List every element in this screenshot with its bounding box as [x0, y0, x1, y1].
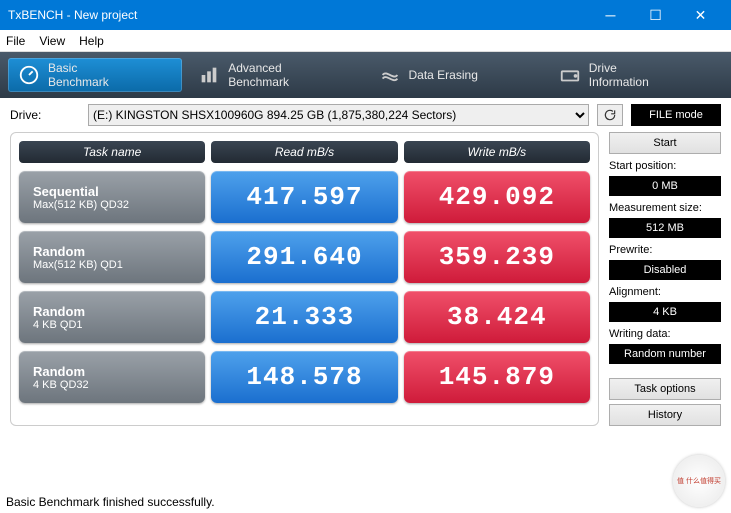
- drive-label: Drive:: [10, 108, 80, 122]
- gauge-icon: [18, 64, 40, 86]
- reload-icon: [603, 108, 617, 122]
- read-cell: 148.578: [211, 351, 397, 403]
- task-options-button[interactable]: Task options: [609, 378, 721, 400]
- status-bar: Basic Benchmark finished successfully.: [6, 495, 215, 509]
- results-panel: Task name Read mB/s Write mB/s Sequentia…: [10, 132, 599, 426]
- maximize-button[interactable]: ☐: [633, 0, 678, 30]
- write-cell: 359.239: [404, 231, 590, 283]
- task-cell: Random4 KB QD1: [19, 291, 205, 343]
- titlebar: TxBENCH - New project ─ ☐ ✕: [0, 0, 731, 30]
- task-name: Random: [33, 244, 191, 259]
- result-row: RandomMax(512 KB) QD1 291.640 359.239: [19, 231, 590, 283]
- task-cell: RandomMax(512 KB) QD1: [19, 231, 205, 283]
- result-row: SequentialMax(512 KB) QD32 417.597 429.0…: [19, 171, 590, 223]
- task-conf: 4 KB QD32: [33, 379, 191, 391]
- task-name: Sequential: [33, 184, 191, 199]
- start-position-label: Start position:: [609, 160, 721, 172]
- writing-data-label: Writing data:: [609, 328, 721, 340]
- tab-drive-information[interactable]: Drive Information: [549, 58, 723, 92]
- prewrite-label: Prewrite:: [609, 244, 721, 256]
- drive-icon: [559, 64, 581, 86]
- start-position-value[interactable]: 0 MB: [609, 176, 721, 196]
- drive-toolbar: Drive: (E:) KINGSTON SHSX100960G 894.25 …: [0, 98, 731, 132]
- tab-advanced-benchmark[interactable]: Advanced Benchmark: [188, 58, 362, 92]
- tab-bar: Basic Benchmark Advanced Benchmark Data …: [0, 52, 731, 98]
- writing-data-value[interactable]: Random number: [609, 344, 721, 364]
- tab-label: Advanced Benchmark: [228, 61, 289, 89]
- result-headers: Task name Read mB/s Write mB/s: [19, 141, 590, 163]
- tab-label: Drive Information: [589, 61, 649, 89]
- task-name: Random: [33, 364, 191, 379]
- header-write: Write mB/s: [404, 141, 590, 163]
- menu-file[interactable]: File: [6, 34, 25, 48]
- task-cell: SequentialMax(512 KB) QD32: [19, 171, 205, 223]
- write-cell: 429.092: [404, 171, 590, 223]
- bars-icon: [198, 64, 220, 86]
- window-title: TxBENCH - New project: [8, 8, 588, 22]
- write-cell: 38.424: [404, 291, 590, 343]
- reload-button[interactable]: [597, 104, 623, 126]
- file-mode-button[interactable]: FILE mode: [631, 104, 721, 126]
- task-conf: 4 KB QD1: [33, 319, 191, 331]
- measurement-size-value[interactable]: 512 MB: [609, 218, 721, 238]
- tab-label: Basic Benchmark: [48, 61, 109, 89]
- tab-label: Data Erasing: [409, 68, 478, 82]
- drive-select[interactable]: (E:) KINGSTON SHSX100960G 894.25 GB (1,8…: [88, 104, 589, 126]
- window-controls: ─ ☐ ✕: [588, 0, 723, 30]
- history-button[interactable]: History: [609, 404, 721, 426]
- tab-data-erasing[interactable]: Data Erasing: [369, 58, 543, 92]
- menu-bar: File View Help: [0, 30, 731, 52]
- read-cell: 291.640: [211, 231, 397, 283]
- close-button[interactable]: ✕: [678, 0, 723, 30]
- watermark-badge: 值 什么值得买: [673, 455, 725, 507]
- header-read: Read mB/s: [211, 141, 397, 163]
- task-name: Random: [33, 304, 191, 319]
- erase-icon: [379, 64, 401, 86]
- task-cell: Random4 KB QD32: [19, 351, 205, 403]
- write-cell: 145.879: [404, 351, 590, 403]
- minimize-button[interactable]: ─: [588, 0, 633, 30]
- result-row: Random4 KB QD32 148.578 145.879: [19, 351, 590, 403]
- prewrite-value[interactable]: Disabled: [609, 260, 721, 280]
- read-cell: 21.333: [211, 291, 397, 343]
- side-panel: Start Start position: 0 MB Measurement s…: [609, 132, 721, 426]
- spacer: [609, 368, 721, 374]
- header-task: Task name: [19, 141, 205, 163]
- task-conf: Max(512 KB) QD1: [33, 259, 191, 271]
- menu-view[interactable]: View: [39, 34, 65, 48]
- alignment-value[interactable]: 4 KB: [609, 302, 721, 322]
- menu-help[interactable]: Help: [79, 34, 104, 48]
- task-conf: Max(512 KB) QD32: [33, 199, 191, 211]
- content-area: Task name Read mB/s Write mB/s Sequentia…: [0, 132, 731, 434]
- alignment-label: Alignment:: [609, 286, 721, 298]
- result-row: Random4 KB QD1 21.333 38.424: [19, 291, 590, 343]
- read-cell: 417.597: [211, 171, 397, 223]
- tab-basic-benchmark[interactable]: Basic Benchmark: [8, 58, 182, 92]
- measurement-size-label: Measurement size:: [609, 202, 721, 214]
- start-button[interactable]: Start: [609, 132, 721, 154]
